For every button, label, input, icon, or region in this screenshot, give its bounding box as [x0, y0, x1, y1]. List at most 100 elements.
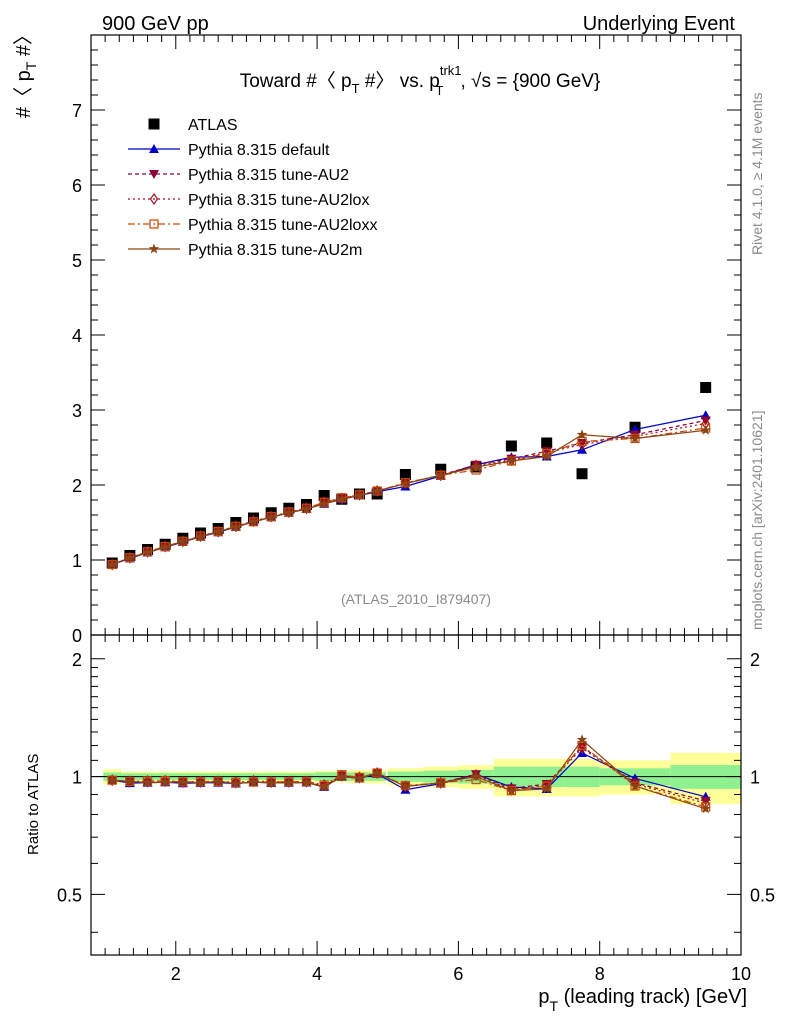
ratio-point-au2lox	[160, 774, 170, 787]
point-au2m	[283, 507, 295, 518]
point-au2m	[230, 521, 242, 532]
data-point-atlas	[318, 490, 330, 501]
y-tick-label: 2	[72, 476, 82, 496]
header-left: 900 GeV pp	[102, 13, 209, 35]
x-tick-label: 10	[731, 964, 751, 984]
y-tick-label: 0	[72, 626, 82, 646]
point-au2m	[354, 490, 365, 500]
y-label-sub: T	[23, 61, 39, 70]
ratio-point-au2m	[336, 771, 348, 782]
ratio-tick-label-left: 2	[72, 650, 82, 670]
title-sub-t2: T	[436, 83, 444, 98]
ratio-tick-label-right: 2	[750, 650, 760, 670]
legend-label-au2lox: Pythia 8.315 tune-AU2lox	[188, 192, 369, 209]
ratio-y-axis-label: Ratio to ATLAS	[25, 754, 42, 855]
ratio-point-au2m	[700, 803, 711, 814]
point-au2	[700, 416, 711, 426]
point-au2lox	[266, 510, 276, 523]
ratio-point-au2	[700, 796, 711, 806]
ratio-point-au2m	[435, 777, 446, 788]
legend: ATLAS Pythia 8.315 default Pythia 8.315 tu…	[128, 117, 377, 259]
y-tick-label: 1	[72, 551, 82, 571]
ratio-point-au2m	[177, 776, 189, 787]
ratio-point-au2lox	[231, 776, 241, 789]
ratio-point-au2m	[124, 775, 136, 786]
legend-label-au2loxx: Pythia 8.315 tune-AU2loxx	[188, 217, 377, 234]
legend-label-default: Pythia 8.315 default	[188, 142, 330, 159]
series-line-au2lox	[111, 422, 706, 566]
ratio-frame	[90, 634, 742, 956]
y-tick-label: 3	[72, 401, 82, 421]
series-line-au2m	[111, 429, 706, 566]
x-tick-label: 8	[595, 964, 605, 984]
x-label-sub: T	[549, 998, 558, 1014]
point-au2lox	[160, 540, 170, 553]
y-tick-label: 5	[72, 251, 82, 271]
ratio-point-au2m	[142, 777, 153, 788]
point-au2m	[106, 559, 118, 569]
title-mid: #〉 vs. p	[360, 70, 440, 92]
ratio-point-au2m	[629, 780, 641, 791]
point-au2	[577, 439, 588, 448]
point-au2m	[177, 535, 189, 546]
point-au2m	[470, 461, 482, 472]
ratio-point-au2lox	[196, 775, 205, 788]
ratio-point-au2m	[301, 777, 312, 787]
ratio-point-au2m	[283, 777, 295, 788]
y-tick-label: 4	[72, 326, 82, 346]
ratio-point-au2m	[576, 734, 588, 745]
plot-title: Toward #〈 pT #〉 vs. ptrk1 T, √s = {900 Ge…	[240, 63, 601, 98]
point-au2m	[142, 547, 153, 557]
series-line-au2loxx	[111, 427, 706, 566]
title-tail: , √s = {900 GeV}	[460, 71, 600, 92]
x-tick-label: 2	[171, 964, 181, 984]
ratio-point-au2m	[248, 776, 259, 787]
main-series-layer	[106, 382, 712, 571]
y-tick-label: 7	[72, 101, 82, 121]
point-au2lox	[355, 488, 364, 501]
ratio-point-au2m	[371, 767, 383, 778]
point-au2m	[336, 493, 348, 504]
ratio-point-au2lox	[284, 775, 294, 788]
point-au2lox	[302, 502, 311, 515]
data-point-atlas	[700, 382, 712, 393]
point-au2loxx	[577, 436, 587, 447]
analysis-id: (ATLAS_2010_I879407)	[341, 591, 491, 607]
point-au2m	[576, 429, 588, 440]
title-sub-t1: T	[352, 81, 360, 96]
ratio-line-au2lox	[112, 747, 706, 804]
y-axis-label: #〈 pT #〉	[13, 25, 39, 118]
title-main: Toward #〈 p	[240, 70, 352, 92]
legend-marker-default	[149, 144, 159, 153]
point-au2lox	[319, 496, 329, 509]
legend-marker-au2m	[148, 243, 160, 254]
y-label-tail: #〉	[13, 25, 35, 62]
ratio-point-au2m	[159, 776, 171, 787]
point-au2lox	[284, 505, 294, 519]
point-au2m	[124, 552, 136, 563]
point-au2m	[159, 541, 171, 552]
ratio-tick-label-left: 0.5	[57, 885, 82, 905]
ratio-point-au2m	[265, 777, 277, 788]
ratio-point-au2m	[470, 771, 482, 782]
series-line-au2	[111, 419, 706, 566]
point-au2m	[248, 516, 259, 527]
ratio-point-au2m	[230, 778, 242, 788]
title-sup-trk1: trk1	[440, 63, 462, 78]
legend-marker-au2	[149, 170, 159, 179]
x-tick-label: 4	[312, 964, 322, 984]
ratio-tick-label-right: 0.5	[750, 885, 775, 905]
ratio-point-au2lox	[355, 771, 364, 784]
ratio-point-au2lox	[577, 742, 587, 755]
x-label-tail: (leading track) [GeV]	[558, 986, 747, 1008]
rivet-label: Rivet 4.1.0, ≥ 4.1M events	[749, 92, 765, 255]
point-au2m	[700, 424, 711, 435]
ratio-point-au2lox	[337, 769, 347, 782]
x-label-main: p	[538, 986, 549, 1008]
ratio-point-au2	[577, 742, 588, 752]
point-au2lox	[196, 529, 205, 543]
point-au2m	[435, 469, 446, 480]
ratio-point-au2m	[400, 780, 411, 791]
point-au2m	[506, 455, 517, 466]
